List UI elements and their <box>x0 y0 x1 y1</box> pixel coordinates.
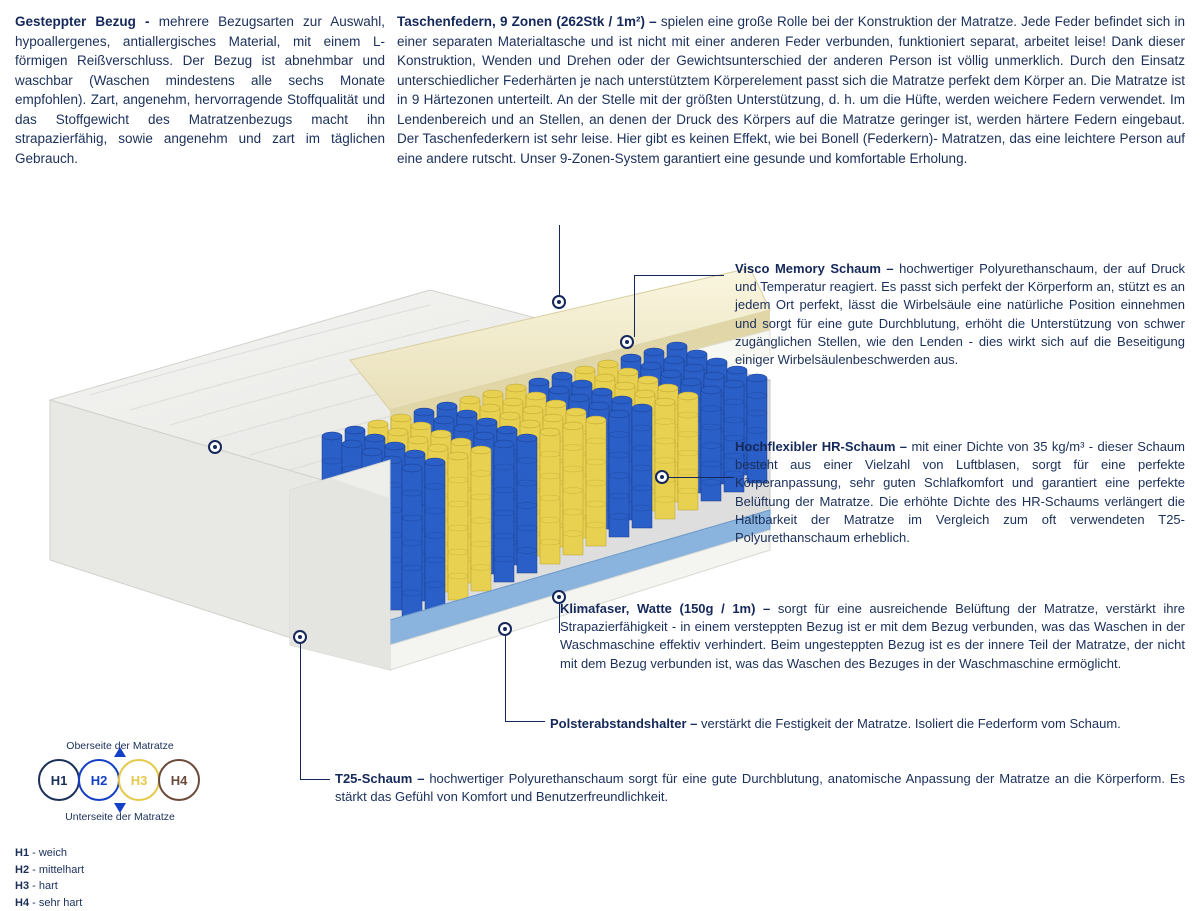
polster-title: Polsterabstandshalter – <box>550 716 701 731</box>
line-polster-v <box>505 636 506 721</box>
arrow-down-icon <box>114 803 126 813</box>
marker-visco <box>620 335 634 349</box>
marker-springs-top <box>552 295 566 309</box>
t25-body: hochwertiger Polyurethanschaum sorgt für… <box>335 771 1185 804</box>
legend-row: H1 - weich <box>15 845 225 862</box>
polster-body: verstärkt die Festigkeit der Matratze. I… <box>701 716 1121 731</box>
legend-row: H2 - mittelhart <box>15 862 225 879</box>
klima-title: Klimafaser, Watte (150g / 1m) – <box>560 601 778 616</box>
line-t25-v <box>300 644 301 779</box>
callout-klima: Klimafaser, Watte (150g / 1m) – sorgt fü… <box>560 600 1185 673</box>
hardness-circle-h1: H1 <box>38 759 80 801</box>
visco-title: Visco Memory Schaum – <box>735 261 899 276</box>
springs-title: Taschenfedern, 9 Zonen (262Stk / 1m²) – <box>397 14 661 29</box>
line-springs <box>559 225 560 297</box>
marker-polster <box>498 622 512 636</box>
arrow-up-icon <box>114 747 126 757</box>
line-hr <box>669 477 734 478</box>
legend-row: H4 - sehr hart <box>15 895 225 911</box>
hardness-circle-h4: H4 <box>158 759 200 801</box>
line-polster-h <box>505 721 545 722</box>
marker-cover <box>208 440 222 454</box>
t25-title: T25-Schaum – <box>335 771 429 786</box>
springs-description: Taschenfedern, 9 Zonen (262Stk / 1m²) – … <box>397 12 1185 169</box>
springs-body: spielen eine große Rolle bei der Konstru… <box>397 14 1185 166</box>
hardness-circles: H1H2H3H4 <box>15 755 225 805</box>
callout-polster: Polsterabstandshalter – verstärkt die Fe… <box>550 715 1185 733</box>
visco-body: hochwertiger Polyurethanschaum, der auf … <box>735 261 1185 367</box>
mattress-cutaway-svg <box>10 250 780 770</box>
callout-visco: Visco Memory Schaum – hochwertiger Polyu… <box>735 260 1185 369</box>
hardness-circle-h3: H3 <box>118 759 160 801</box>
cover-body: mehrere Bezugsarten zur Auswahl, hypoall… <box>15 14 385 166</box>
legend-row: H3 - hart <box>15 878 225 895</box>
line-visco-v <box>634 275 635 337</box>
cover-description: Gesteppter Bezug - mehrere Bezugsarten z… <box>15 12 385 169</box>
cover-title: Gesteppter Bezug - <box>15 14 159 29</box>
callout-t25: T25-Schaum – hochwertiger Polyurethansch… <box>335 770 1185 806</box>
hardness-indicator: Oberseite der Matratze H1H2H3H4 Untersei… <box>15 740 225 911</box>
top-description-row: Gesteppter Bezug - mehrere Bezugsarten z… <box>0 0 1200 169</box>
marker-hr <box>655 470 669 484</box>
hardness-circle-h2: H2 <box>78 759 120 801</box>
marker-bezug-side <box>293 630 307 644</box>
hr-title: Hochflexibler HR-Schaum – <box>735 439 911 454</box>
hardness-legend: H1 - weichH2 - mittelhartH3 - hartH4 - s… <box>15 845 225 911</box>
callout-hr: Hochflexibler HR-Schaum – mit einer Dich… <box>735 438 1185 547</box>
line-visco-h <box>634 275 724 276</box>
line-t25-h <box>300 779 330 780</box>
hr-body: mit einer Dichte von 35 kg/m³ - dieser S… <box>735 439 1185 545</box>
